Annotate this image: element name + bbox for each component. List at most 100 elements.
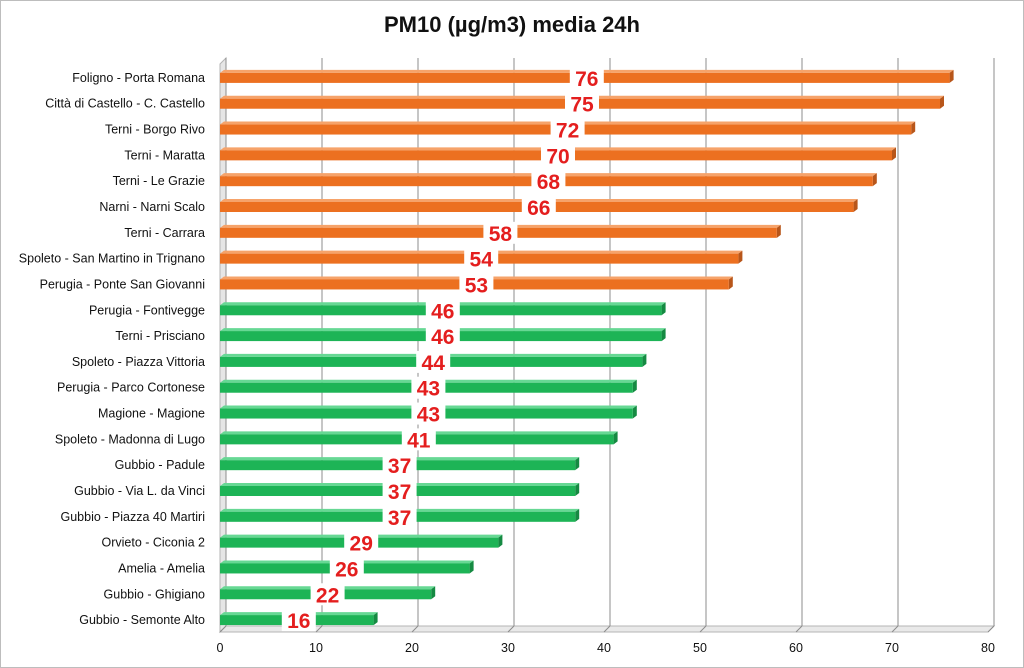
bar-end-face [661, 302, 666, 316]
bar-end-face [642, 353, 647, 367]
data-label-bg [521, 196, 556, 218]
data-label: 70 [546, 145, 569, 168]
data-label: 72 [556, 120, 579, 143]
data-label: 75 [570, 94, 594, 117]
bar-end-face [853, 199, 858, 212]
data-label-bg [425, 325, 460, 348]
data-label: 68 [537, 171, 561, 194]
data-label-bg [382, 505, 417, 528]
chart-title: PM10 (µg/m3) media 24h [384, 12, 640, 37]
data-label-bg [411, 402, 446, 425]
data-label: 29 [350, 533, 373, 556]
x-tick-label: 80 [981, 641, 995, 655]
bar-end-face [613, 431, 618, 445]
data-label-bg [459, 273, 494, 296]
category-label: Spoleto - Piazza Vittoria [72, 355, 205, 369]
x-tick-label: 0 [217, 641, 224, 655]
gridline-foot [315, 625, 323, 633]
bar-end-face [776, 224, 781, 238]
data-label-bg [569, 66, 604, 89]
gridline-foot [795, 625, 803, 633]
gridline-foot [987, 625, 995, 633]
data-label-bg [382, 480, 417, 502]
category-label: Gubbio - Piazza 40 Martiri [60, 510, 205, 524]
category-label: Perugia - Fontivegge [89, 303, 205, 317]
data-label-bg [310, 583, 345, 606]
data-label: 76 [575, 68, 598, 91]
gridline-foot [603, 625, 611, 633]
bar-end-face [738, 250, 743, 264]
data-label-bg [382, 454, 417, 477]
x-tick-label: 20 [405, 641, 419, 655]
data-label-bg [565, 92, 599, 115]
data-label: 37 [388, 507, 411, 530]
data-label: 66 [527, 197, 550, 220]
data-label: 54 [470, 249, 494, 272]
gridline-foot [219, 625, 227, 633]
x-tick-label: 60 [789, 641, 803, 655]
data-label-bg [416, 350, 451, 373]
bar-end-face [872, 173, 877, 187]
bar-end-face [498, 534, 503, 548]
data-label: 16 [287, 610, 310, 633]
data-label-bg [541, 144, 575, 167]
category-label: Terni - Carrara [124, 226, 205, 240]
x-tick-label: 50 [693, 641, 707, 655]
category-label: Gubbio - Ghigiano [104, 587, 206, 601]
bar-end-face [892, 147, 896, 161]
category-label: Città di Castello - C. Castello [45, 97, 205, 111]
bar-end-face [575, 457, 580, 471]
bar-end-face [469, 560, 474, 574]
category-label: Orvieto - Ciconia 2 [101, 536, 205, 550]
data-label: 46 [431, 300, 454, 323]
data-label: 43 [417, 404, 440, 427]
x-tick-label: 40 [597, 641, 611, 655]
category-label: Magione - Magione [98, 407, 205, 421]
data-label-bg [425, 299, 460, 322]
bar-end-face [632, 379, 637, 393]
x-tick-label: 30 [501, 641, 515, 655]
category-label: Spoleto - Madonna di Lugo [55, 432, 205, 446]
bar-end-face [373, 612, 378, 626]
category-label: Amelia - Amelia [118, 561, 205, 575]
bar-end-face [575, 508, 580, 522]
category-label: Gubbio - Via L. da Vinci [74, 484, 205, 498]
category-label: Gubbio - Semonte Alto [79, 613, 205, 627]
data-label-bg [411, 376, 446, 399]
category-label: Foligno - Porta Romana [72, 71, 205, 85]
data-label: 43 [417, 378, 440, 401]
gridline-foot [891, 625, 899, 633]
gridline-foot [507, 625, 515, 633]
category-label: Terni - Prisciano [115, 329, 205, 343]
data-label: 26 [335, 558, 358, 581]
data-label-bg [464, 247, 499, 270]
data-label-bg [483, 221, 518, 244]
bar-end-face [728, 276, 733, 290]
data-label-bg [344, 531, 379, 554]
gridline-foot [699, 625, 707, 633]
bar-end-face [940, 95, 944, 109]
bar-end-face [632, 405, 637, 419]
bar-end-face [911, 121, 916, 135]
category-label: Narni - Narni Scalo [99, 200, 205, 214]
category-label: Gubbio - Padule [115, 458, 205, 472]
x-tick-label: 10 [309, 641, 323, 655]
category-label: Perugia - Parco Cortonese [57, 381, 205, 395]
data-label: 41 [407, 429, 431, 452]
category-label: Perugia - Ponte San Giovanni [40, 277, 205, 291]
data-label: 44 [422, 352, 446, 375]
data-label-bg [281, 609, 316, 632]
category-label: Terni - Le Grazie [113, 174, 205, 188]
data-label: 37 [388, 481, 411, 504]
data-label-bg [531, 170, 566, 193]
data-label-bg [401, 428, 436, 451]
data-label: 53 [465, 274, 488, 297]
x-tick-label: 70 [885, 641, 899, 655]
data-label: 58 [489, 223, 513, 246]
gridline-foot [411, 625, 419, 633]
bar-end-face [949, 69, 954, 83]
category-label: Terni - Borgo Rivo [105, 123, 205, 137]
data-label-bg [329, 557, 364, 580]
category-label: Terni - Maratta [124, 148, 205, 162]
